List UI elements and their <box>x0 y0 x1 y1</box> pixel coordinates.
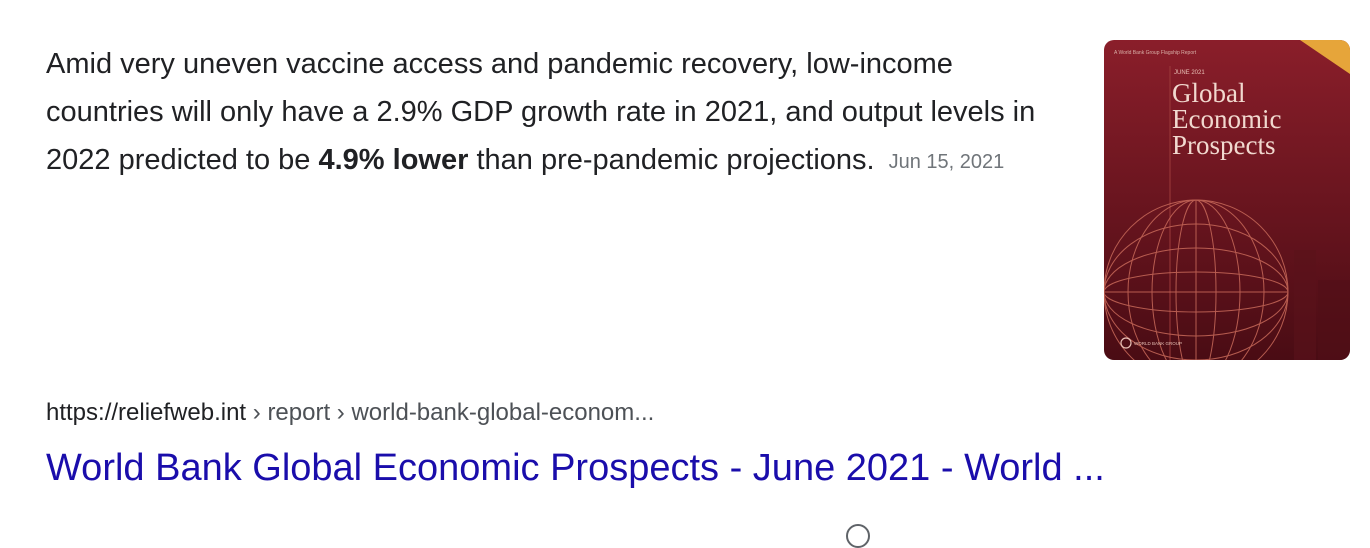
snippet-date: Jun 15, 2021 <box>888 151 1005 173</box>
cover-title-line2: Economic <box>1172 104 1281 134</box>
world-bank-logo: WORLD BANK GROUP <box>1120 337 1182 349</box>
result-path: › report › world-bank-global-econom... <box>246 399 655 426</box>
svg-text:WORLD BANK GROUP: WORLD BANK GROUP <box>1134 341 1182 346</box>
featured-snippet-text: Amid very uneven vaccine access and pand… <box>46 40 1066 186</box>
cover-header-text: A World Bank Group Flagship Report <box>1114 50 1197 56</box>
snippet-highlight: 4.9% lower <box>318 144 469 176</box>
globe-icon <box>1104 199 1289 360</box>
snippet-text-before: Amid very uneven vaccine access and pand… <box>46 48 1036 176</box>
result-title-link[interactable]: World Bank Global Economic Prospects - J… <box>46 447 1105 489</box>
cover-image: A World Bank Group Flagship Report JUNE … <box>1104 40 1350 360</box>
snippet-text-after: than pre-pandemic projections. <box>468 144 875 176</box>
result-domain: https://reliefweb.int <box>46 399 247 426</box>
cover-title-line1: Global <box>1172 78 1246 108</box>
report-cover-thumbnail[interactable]: A World Bank Group Flagship Report JUNE … <box>1104 40 1350 360</box>
cover-title-line3: Prospects <box>1172 130 1276 160</box>
cover-month: JUNE 2021 <box>1174 70 1205 76</box>
feedback-icon[interactable] <box>846 524 870 548</box>
result-url-breadcrumb: https://reliefweb.int › report › world-b… <box>46 396 654 430</box>
